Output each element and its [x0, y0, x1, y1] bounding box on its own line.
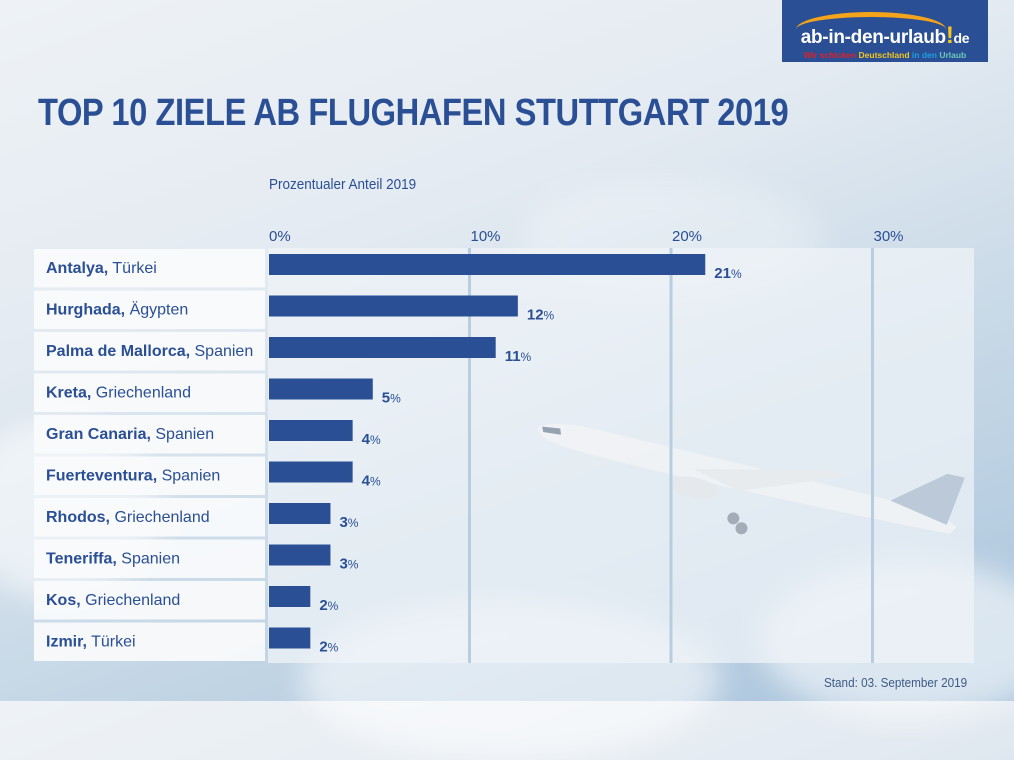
chart-subtitle: Prozentualer Anteil 2019: [269, 176, 417, 193]
brand-logo[interactable]: ab-in-den-urlaub!de Wir schicken Deutsch…: [782, 0, 988, 62]
bar-value-label: 3%: [339, 514, 358, 531]
footer-date: Stand: 03. September 2019: [824, 675, 968, 690]
bar-value-label: 3%: [339, 556, 358, 573]
category-label: Hurghada, Ägypten: [46, 301, 188, 319]
logo-slogan: Wir schicken Deutschland in den Urlaub: [782, 50, 988, 60]
bar[interactable]: [269, 378, 373, 400]
logo-exclamation: !: [945, 22, 954, 49]
bar-value-label: 21%: [714, 265, 742, 282]
category-label: Fuerteventura, Spanien: [46, 468, 220, 485]
category-label: Palma de Mallorca, Spanien: [46, 343, 253, 360]
category-label: Teneriffa, Spanien: [46, 551, 180, 568]
bar-value-label: 11%: [505, 348, 532, 365]
category-label: Izmir, Türkei: [46, 634, 136, 651]
bar[interactable]: [269, 337, 496, 358]
bar-value-label: 12%: [527, 307, 555, 324]
category-label-card: [34, 581, 265, 620]
category-label-card: [34, 290, 265, 329]
category-label-card: [34, 415, 265, 454]
bar[interactable]: [269, 420, 353, 441]
x-tick-label: 30%: [874, 228, 904, 245]
bar-chart: 0% 10% 20% 30% 21% Antalya, Türkei 12% Hurghada…: [34, 228, 974, 663]
x-tick-label: 10%: [471, 228, 501, 245]
bar[interactable]: [269, 544, 331, 566]
category-label-card: [34, 373, 265, 412]
category-label: Gran Canaria, Spanien: [46, 426, 214, 443]
bar[interactable]: [269, 586, 311, 607]
slogan-part: in den: [911, 50, 937, 60]
airplane-gear: [727, 512, 740, 525]
category-label-card: [34, 456, 265, 495]
airplane-gear: [735, 522, 748, 535]
logo-arc-icon: [796, 12, 946, 47]
airplane-illustration: [537, 423, 965, 535]
category-label: Kreta, Griechenland: [46, 385, 191, 402]
logo-wordmark: ab-in-den-urlaub!de: [782, 22, 988, 50]
bar[interactable]: [269, 295, 518, 317]
x-tick-label: 0%: [269, 228, 291, 245]
airplane-cockpit: [542, 426, 561, 435]
airplane-engine: [668, 476, 720, 499]
slogan-part: Deutschland: [858, 50, 910, 60]
bar-value-label: 4%: [362, 473, 381, 490]
airplane-wing: [692, 468, 845, 492]
category-label: Kos, Griechenland: [46, 592, 180, 609]
category-label: Rhodos, Griechenland: [46, 509, 210, 526]
category-label-card: [34, 249, 265, 288]
logo-brand: ab-in-den-urlaub: [800, 27, 946, 48]
bar-value-label: 2%: [319, 597, 338, 614]
bar-value-label: 2%: [319, 639, 338, 656]
bar[interactable]: [269, 503, 331, 524]
category-label: Antalya, Türkei: [46, 260, 157, 277]
slogan-part: Urlaub: [939, 50, 967, 60]
bar[interactable]: [269, 254, 706, 275]
category-label-card: [34, 498, 265, 537]
bar-value-label: 5%: [382, 390, 401, 407]
category-label-card: [34, 622, 265, 661]
slogan-part: Wir schicken: [803, 50, 857, 60]
category-label-card: [34, 332, 265, 371]
chart-title: TOP 10 ZIELE AB FLUGHAFEN STUTTGART 2019: [38, 92, 789, 134]
bar[interactable]: [269, 461, 353, 483]
bar[interactable]: [269, 627, 311, 649]
logo-tld: de: [953, 30, 970, 46]
airplane-tail: [890, 473, 965, 525]
bar-value-label: 4%: [362, 431, 381, 448]
category-label-card: [34, 539, 265, 578]
x-tick-label: 20%: [672, 228, 702, 245]
